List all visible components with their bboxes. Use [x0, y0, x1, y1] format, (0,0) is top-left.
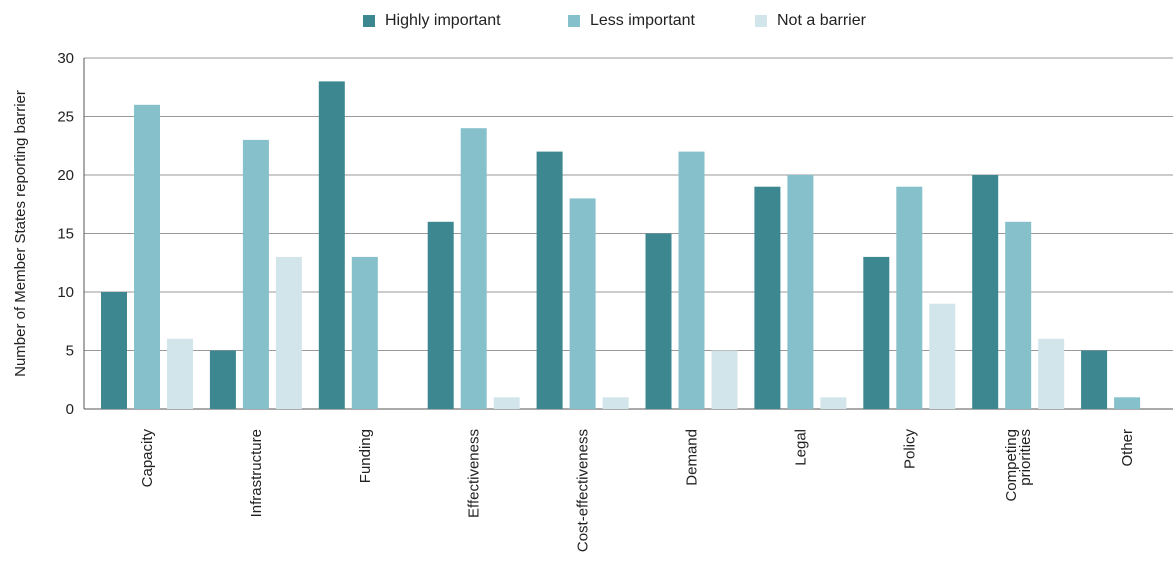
bar-legal-not-a-barrier [820, 397, 847, 409]
bar-capacity-highly-important [101, 292, 127, 409]
legend-item-less-important: Less important [568, 12, 695, 30]
bar-competing-priorities-highly-important [972, 175, 999, 409]
x-tick-label-line: Funding [357, 429, 374, 483]
bar-policy-not-a-barrier [929, 303, 956, 409]
chart-legend: Highly important Less important Not a ba… [0, 12, 1173, 38]
y-tick-label-20: 20 [57, 167, 74, 184]
bar-capacity-less-important [134, 104, 160, 410]
x-tick-label-line: Policy [901, 429, 918, 470]
x-tick-label-infrastructure: Infrastructure [248, 429, 265, 517]
x-tick-label-policy: Policy [901, 429, 918, 470]
bar-effectiveness-not-a-barrier [493, 397, 520, 409]
bar-infrastructure-less-important [242, 139, 269, 409]
x-tick-label-line: Demand [684, 429, 701, 486]
bar-policy-highly-important [863, 256, 890, 409]
x-tick-label-line: Effectiveness [466, 429, 483, 518]
bar-effectiveness-highly-important [427, 221, 454, 409]
x-tick-label-line: priorities [1017, 429, 1034, 486]
x-tick-label-line: Other [1119, 429, 1136, 467]
bar-infrastructure-highly-important [209, 350, 236, 409]
bar-cost-effectiveness-less-important [569, 198, 596, 409]
bar-other-highly-important [1081, 350, 1108, 409]
x-tick-label-line: Infrastructure [248, 429, 265, 517]
legend-label-highly-important: Highly important [385, 12, 501, 29]
bar-capacity-not-a-barrier [167, 338, 193, 409]
y-tick-label-0: 0 [66, 401, 74, 418]
legend-swatch-highly-important [363, 15, 375, 27]
x-tick-label-line: Legal [792, 429, 809, 466]
legend-label-less-important: Less important [590, 12, 695, 29]
legend-swatch-less-important [568, 15, 580, 27]
legend-item-highly-important: Highly important [363, 12, 501, 30]
x-tick-label-demand: Demand [684, 429, 701, 486]
x-tick-label-effectiveness: Effectiveness [466, 429, 483, 518]
bar-other-less-important [1114, 397, 1141, 409]
y-tick-label-10: 10 [57, 284, 74, 301]
y-tick-label-5: 5 [66, 343, 74, 360]
legend-swatch-not-a-barrier [755, 15, 767, 27]
bar-competing-priorities-less-important [1005, 221, 1032, 409]
x-tick-label-other: Other [1119, 429, 1136, 467]
bar-infrastructure-not-a-barrier [275, 256, 302, 409]
bar-demand-highly-important [645, 233, 672, 409]
y-tick-label-25: 25 [57, 109, 74, 126]
bar-legal-highly-important [754, 186, 781, 409]
bar-effectiveness-less-important [460, 128, 487, 409]
bar-cost-effectiveness-not-a-barrier [602, 397, 629, 409]
bar-competing-priorities-not-a-barrier [1038, 338, 1065, 409]
y-tick-label-30: 30 [57, 50, 74, 67]
x-tick-label-line: Capacity [139, 429, 156, 488]
x-tick-label-funding: Funding [357, 429, 374, 483]
legend-item-not-a-barrier: Not a barrier [755, 12, 866, 30]
bar-cost-effectiveness-highly-important [536, 151, 563, 409]
y-tick-label-15: 15 [57, 226, 74, 243]
bar-funding-highly-important [318, 81, 345, 410]
x-tick-label-line: Cost-effectiveness [575, 429, 592, 552]
bar-demand-not-a-barrier [711, 350, 738, 409]
bar-legal-less-important [787, 175, 814, 409]
bar-policy-less-important [896, 186, 923, 409]
y-axis-title: Number of Member States reporting barrie… [12, 90, 29, 377]
x-tick-label-competing-priorities: Competingpriorities [1003, 429, 1034, 502]
legend-label-not-a-barrier: Not a barrier [777, 12, 866, 29]
x-tick-label-cost-effectiveness: Cost-effectiveness [575, 429, 592, 552]
bar-demand-less-important [678, 151, 705, 409]
x-tick-label-capacity: Capacity [139, 429, 156, 488]
x-tick-label-line: Competing [1003, 429, 1020, 502]
x-tick-label-legal: Legal [792, 429, 809, 466]
bar-funding-less-important [351, 256, 378, 409]
